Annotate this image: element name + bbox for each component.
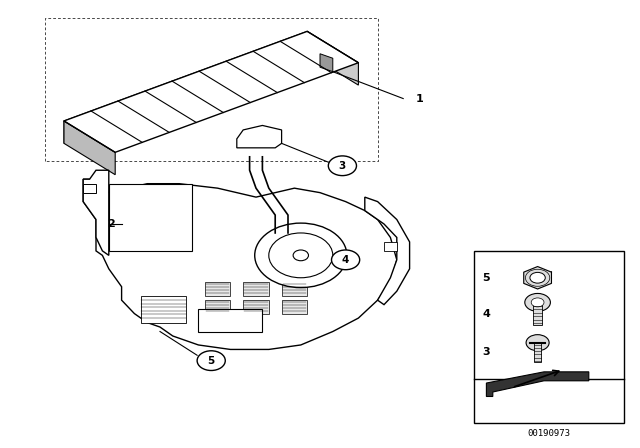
Bar bbox=[534, 343, 541, 362]
Text: 4: 4 bbox=[342, 255, 349, 265]
Polygon shape bbox=[83, 184, 96, 193]
Circle shape bbox=[525, 293, 550, 311]
Bar bbox=[205, 282, 230, 296]
Polygon shape bbox=[64, 121, 115, 175]
Circle shape bbox=[531, 298, 544, 307]
Bar bbox=[198, 309, 262, 332]
Bar bbox=[533, 302, 542, 325]
Circle shape bbox=[255, 223, 347, 288]
Polygon shape bbox=[83, 179, 397, 349]
Bar bbox=[243, 300, 269, 314]
Polygon shape bbox=[109, 184, 192, 251]
Circle shape bbox=[530, 272, 545, 283]
Bar bbox=[282, 282, 307, 296]
Polygon shape bbox=[307, 31, 358, 85]
Polygon shape bbox=[64, 31, 358, 152]
Circle shape bbox=[526, 335, 549, 351]
Text: 3: 3 bbox=[339, 161, 346, 171]
Polygon shape bbox=[83, 170, 109, 255]
Bar bbox=[282, 300, 307, 314]
Bar bbox=[205, 300, 230, 314]
Bar bbox=[384, 242, 397, 251]
Circle shape bbox=[269, 233, 333, 278]
Bar bbox=[243, 282, 269, 296]
Polygon shape bbox=[64, 31, 307, 143]
Bar bbox=[141, 296, 186, 323]
Text: 2: 2 bbox=[108, 219, 115, 229]
Polygon shape bbox=[237, 125, 282, 148]
Text: 3: 3 bbox=[483, 347, 490, 357]
Circle shape bbox=[332, 250, 360, 270]
Text: 5: 5 bbox=[483, 273, 490, 283]
Polygon shape bbox=[524, 267, 552, 289]
Bar bbox=[474, 251, 624, 423]
Text: 5: 5 bbox=[207, 356, 215, 366]
Circle shape bbox=[293, 250, 308, 261]
Circle shape bbox=[197, 351, 225, 370]
Polygon shape bbox=[365, 197, 410, 305]
Circle shape bbox=[328, 156, 356, 176]
Polygon shape bbox=[320, 54, 333, 72]
Text: 1: 1 bbox=[416, 94, 424, 103]
Text: 00190973: 00190973 bbox=[527, 429, 570, 438]
Text: 4: 4 bbox=[483, 309, 490, 319]
Polygon shape bbox=[486, 372, 589, 396]
